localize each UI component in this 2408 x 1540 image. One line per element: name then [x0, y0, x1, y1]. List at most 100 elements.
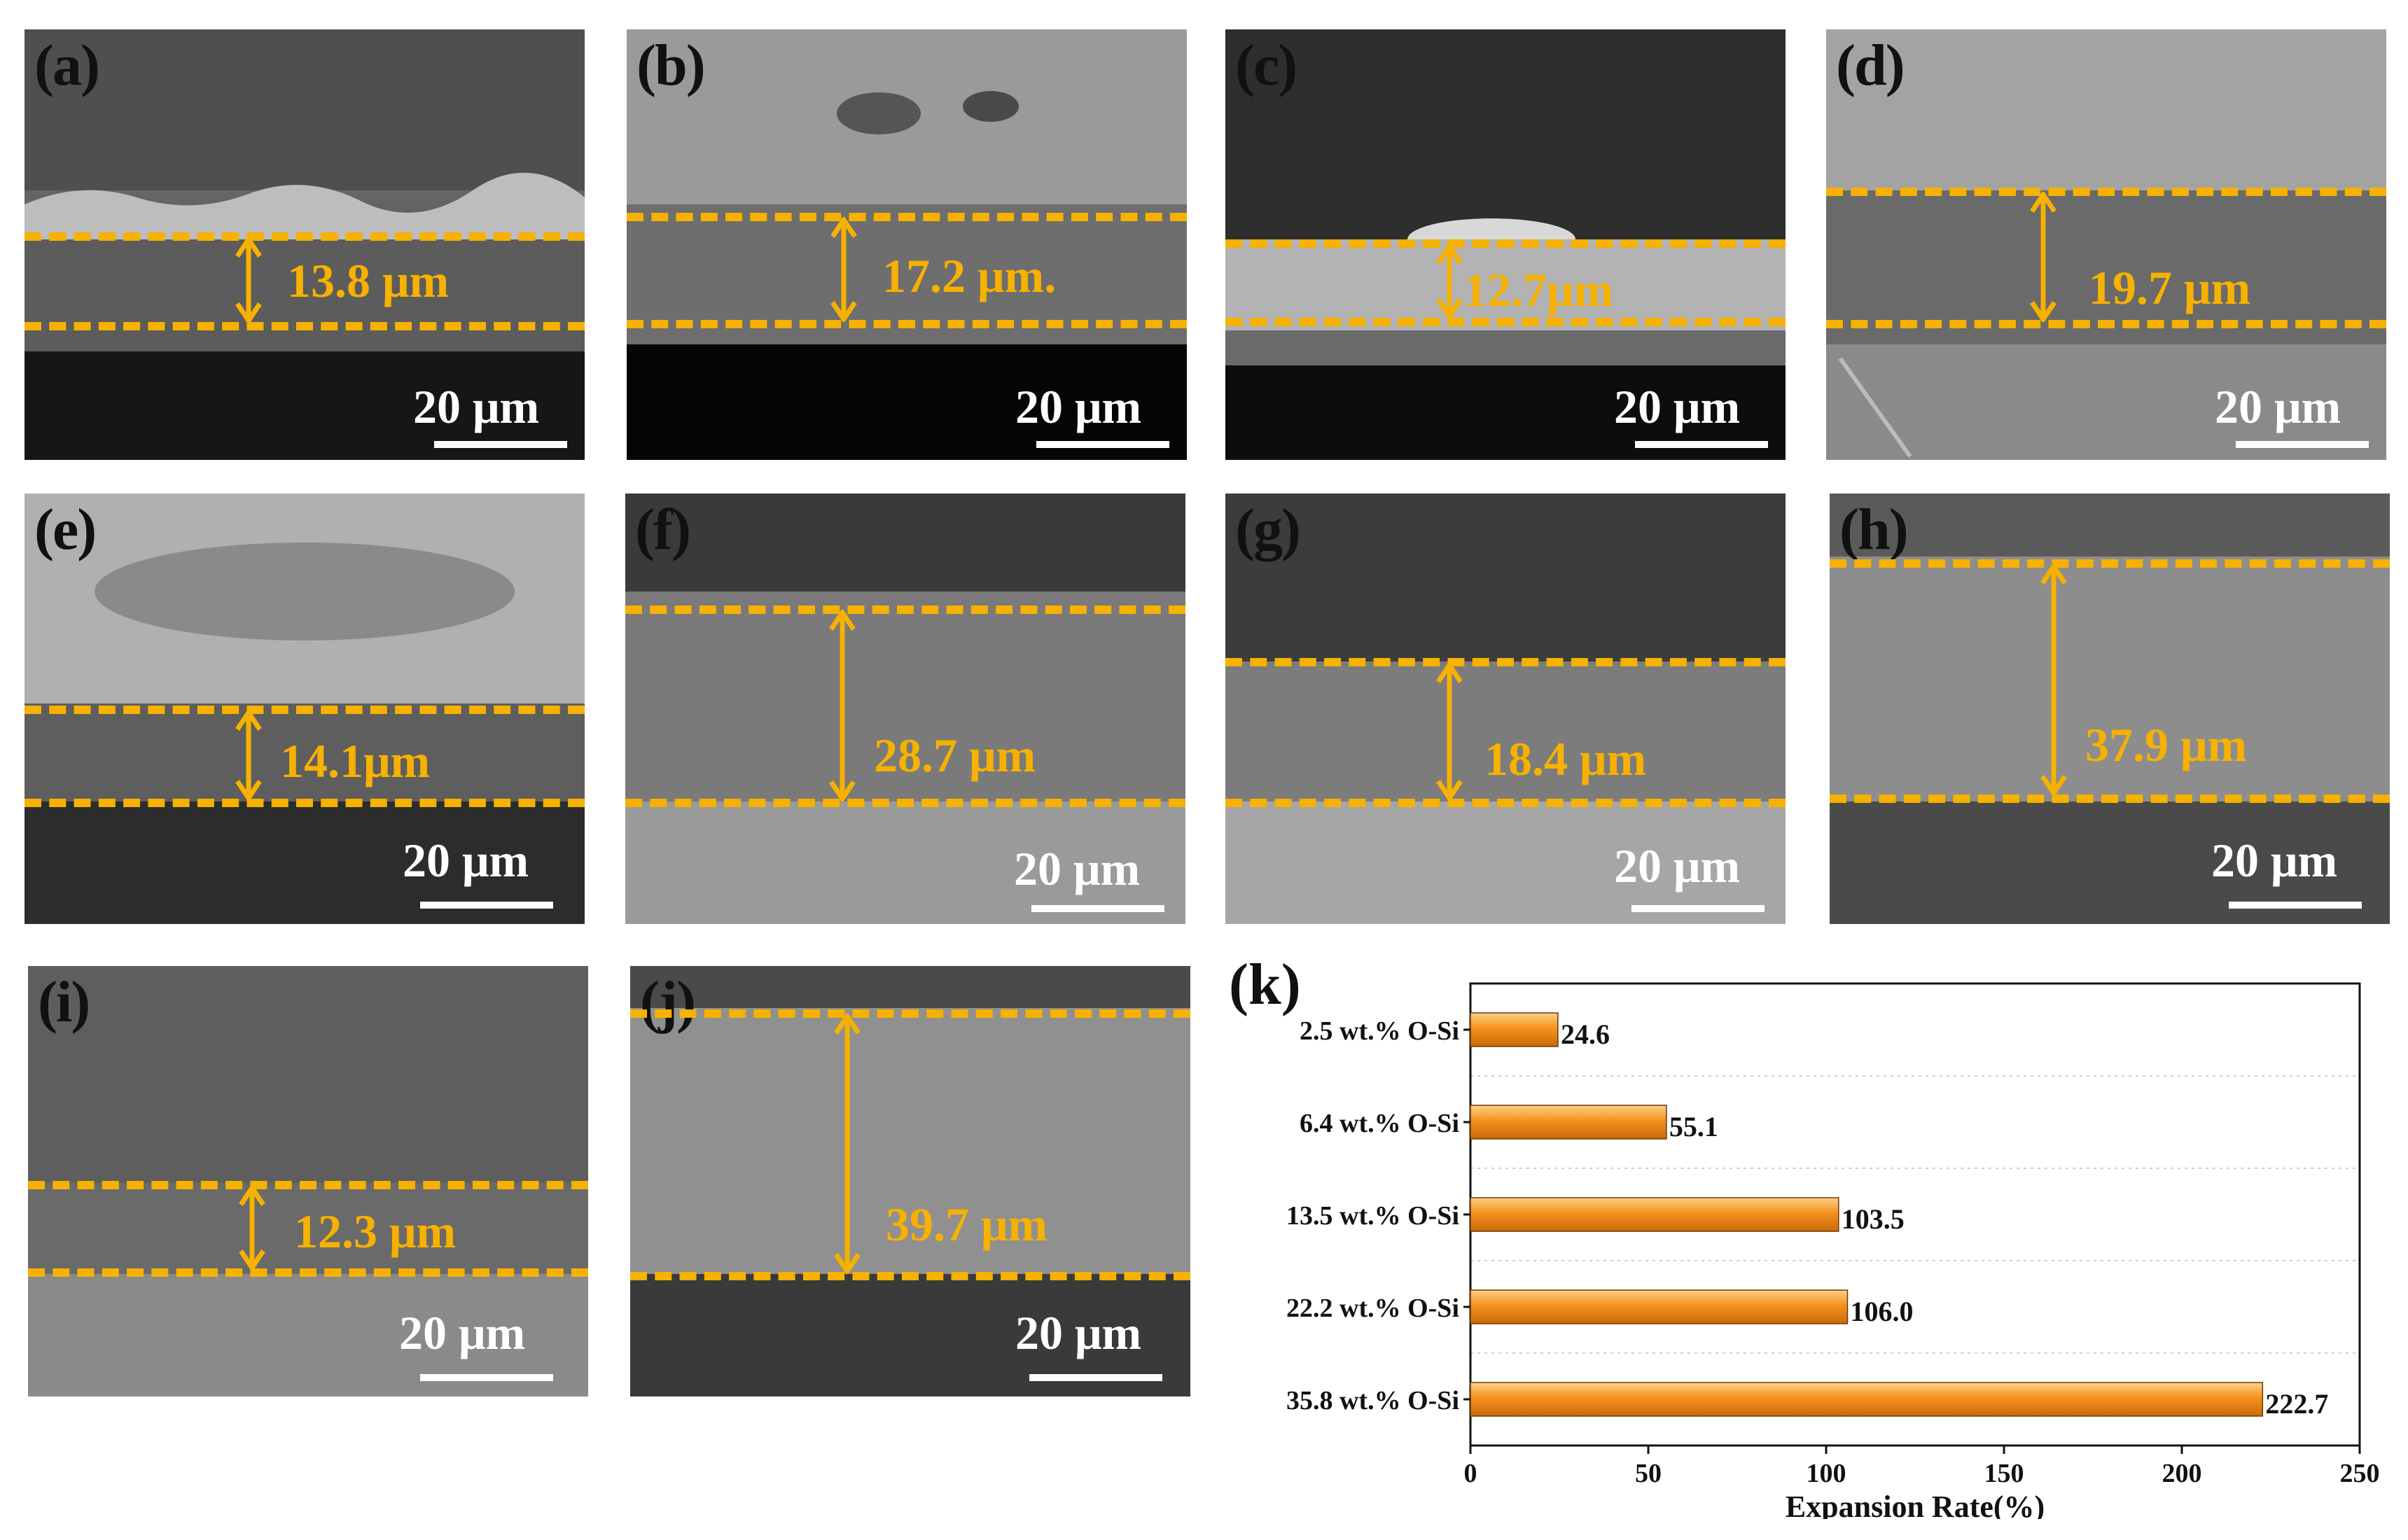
scale-bar [420, 1374, 553, 1381]
bottom-boundary-line [1830, 794, 2390, 803]
bar-value-label: 103.5 [1842, 1203, 1905, 1235]
sem-image-f [625, 493, 1185, 924]
top-boundary-line [1830, 559, 2390, 568]
scale-bar [1029, 1374, 1162, 1381]
bottom-boundary-line [627, 320, 1187, 328]
category-tick-label: 2.5 wt.% O-Si [1300, 1016, 1459, 1046]
thickness-arrow [239, 1185, 265, 1270]
x-tick-label: 150 [1984, 1459, 2024, 1488]
bar-value-label: 55.1 [1669, 1111, 1718, 1142]
scale-bar [434, 441, 567, 448]
top-boundary-line [1225, 658, 1786, 666]
bottom-boundary-line [1225, 799, 1786, 807]
sem-panel-d: (d) 19.7 μm 20 μm [1826, 29, 2386, 460]
bottom-boundary-line [630, 1272, 1190, 1280]
scale-bar-label: 20 μm [1015, 1306, 1142, 1359]
sem-panel-a: (a) 13.8 μm 20 μm [25, 29, 585, 460]
thickness-arrow [829, 610, 856, 802]
panel-label: (e) [34, 497, 97, 562]
scale-bar-label: 20 μm [403, 834, 529, 887]
sem-panel-e: (e) 14.1μm 20 μm [25, 493, 585, 924]
chart-panel-label: (k) [1229, 952, 1301, 1017]
bottom-boundary-line [625, 799, 1185, 807]
thickness-measurement: 39.7 μm [886, 1198, 1048, 1251]
thickness-arrow [830, 217, 857, 322]
scale-bar-label: 20 μm [1015, 380, 1142, 433]
sem-image-j [630, 966, 1190, 1396]
panel-label: (d) [1836, 33, 1905, 98]
sem-image-g [1225, 493, 1786, 924]
thickness-arrow [2040, 564, 2067, 796]
sem-panel-h: (h) 37.9 μm 20 μm [1830, 493, 2390, 924]
category-tick-label: 13.5 wt.% O-Si [1286, 1201, 1459, 1231]
category-tick-label: 22.2 wt.% O-Si [1286, 1294, 1459, 1323]
thickness-measurement: 18.4 μm [1484, 732, 1647, 785]
bar-value-label: 106.0 [1850, 1296, 1913, 1327]
top-boundary-line [25, 706, 585, 714]
category-tick-label: 35.8 wt.% O-Si [1286, 1386, 1459, 1415]
thickness-arrow [235, 710, 262, 801]
panel-label: (f) [635, 497, 691, 562]
bar [1470, 1012, 1559, 1047]
sem-panel-b: (b) 17.2 μm. 20 μm [627, 29, 1187, 460]
top-boundary-line [1826, 188, 2386, 196]
scale-bar [1635, 441, 1768, 448]
x-tick-label: 100 [1807, 1459, 1846, 1488]
thickness-arrow [1436, 244, 1463, 319]
thickness-measurement: 37.9 μm [2085, 718, 2248, 771]
thickness-measurement: 13.8 μm [287, 254, 450, 307]
bar [1470, 1382, 2264, 1417]
panel-label: (c) [1235, 33, 1297, 98]
sem-panel-f: (f) 28.7 μm 20 μm [625, 493, 1185, 924]
sem-panel-i: (i) 12.3 μm 20 μm [28, 966, 588, 1396]
scale-bar-label: 20 μm [399, 1306, 526, 1359]
thickness-measurement: 19.7 μm [2089, 261, 2251, 314]
scale-bar-label: 20 μm [2215, 380, 2341, 433]
top-boundary-line [25, 232, 585, 241]
bar-value-label: 222.7 [2265, 1388, 2328, 1420]
bottom-boundary-line [25, 322, 585, 330]
scale-bar-label: 20 μm [1614, 380, 1741, 433]
x-tick-label: 250 [2340, 1459, 2380, 1488]
category-tick-label: 6.4 wt.% O-Si [1300, 1109, 1459, 1138]
thickness-arrow [2030, 192, 2056, 322]
x-tick-label: 50 [1635, 1459, 1662, 1488]
bar [1470, 1197, 1839, 1232]
bar [1470, 1289, 1849, 1324]
top-boundary-line [630, 1009, 1190, 1018]
sem-image-d [1826, 29, 2386, 460]
panel-label: (a) [34, 33, 100, 98]
thickness-measurement: 28.7 μm [874, 729, 1036, 782]
thickness-measurement: 17.2 μm. [882, 249, 1057, 302]
x-tick-label: 0 [1464, 1459, 1477, 1488]
thickness-arrow [1436, 662, 1463, 801]
x-axis-title: Expansion Rate(%) [1786, 1490, 2045, 1519]
top-boundary-line [1225, 239, 1786, 248]
bottom-boundary-line [1826, 320, 2386, 328]
bottom-boundary-line [1225, 318, 1786, 326]
scale-bar-label: 20 μm [1614, 839, 1741, 892]
scale-bar [1631, 905, 1765, 912]
bottom-boundary-line [25, 799, 585, 807]
thickness-measurement: 12.7μm [1463, 263, 1614, 316]
panel-label: (h) [1839, 497, 1909, 562]
bar [1470, 1105, 1667, 1140]
thickness-measurement: 14.1μm [280, 734, 431, 788]
scale-bar-label: 20 μm [1014, 842, 1141, 895]
scale-bar [2229, 902, 2362, 909]
panel-label: (i) [38, 969, 90, 1035]
scale-bar [2236, 441, 2369, 448]
scale-bar-label: 20 μm [2211, 834, 2338, 887]
scale-bar [420, 902, 553, 909]
thickness-arrow [834, 1014, 861, 1274]
panel-label: (b) [636, 33, 706, 98]
scale-bar-label: 20 μm [413, 380, 540, 433]
x-tick-label: 200 [2162, 1459, 2202, 1488]
top-boundary-line [627, 213, 1187, 221]
bar-value-label: 24.6 [1561, 1018, 1610, 1050]
panel-label: (g) [1235, 497, 1301, 562]
sem-panel-g: (g) 18.4 μm 20 μm [1225, 493, 1786, 924]
panel-label: (j) [640, 969, 696, 1035]
expansion-rate-bar-chart: 24.6 2.5 wt.% O-Si 55.1 6.4 wt.% O-Si 103.5 1… [1286, 982, 2380, 1519]
thickness-arrow [235, 237, 262, 323]
